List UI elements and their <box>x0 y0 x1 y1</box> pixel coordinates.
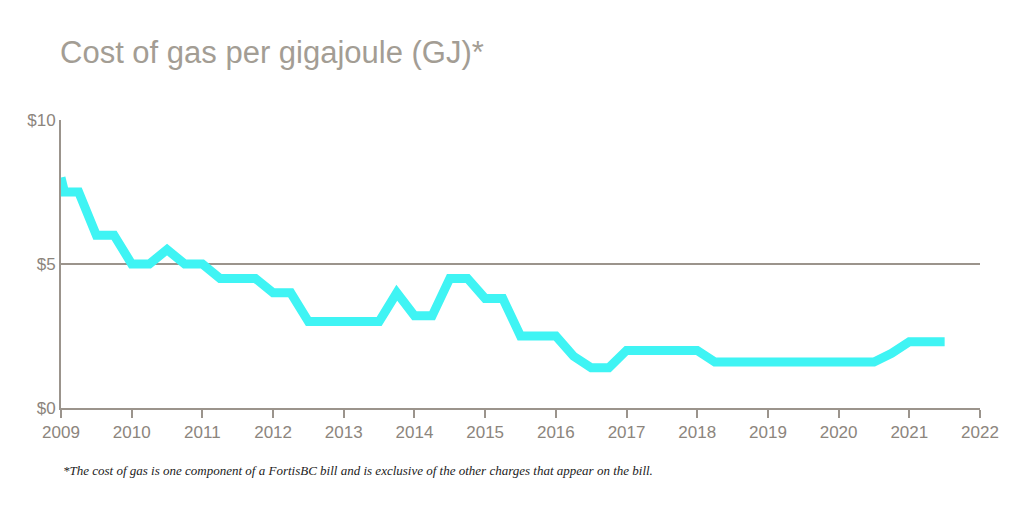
svg-text:2015: 2015 <box>466 423 504 442</box>
svg-text:2020: 2020 <box>820 423 858 442</box>
svg-text:2021: 2021 <box>890 423 928 442</box>
svg-text:$5: $5 <box>37 255 56 274</box>
svg-text:*The cost of gas is one compon: *The cost of gas is one component of a F… <box>63 463 653 478</box>
svg-text:$0: $0 <box>37 399 56 418</box>
svg-text:2022: 2022 <box>961 423 999 442</box>
svg-text:2010: 2010 <box>113 423 151 442</box>
svg-text:2017: 2017 <box>608 423 646 442</box>
svg-text:2011: 2011 <box>184 423 221 442</box>
svg-text:2014: 2014 <box>396 423 434 442</box>
svg-text:Cost of gas per gigajoule (GJ): Cost of gas per gigajoule (GJ)* <box>60 35 484 70</box>
svg-text:$10: $10 <box>27 111 55 130</box>
svg-text:2009: 2009 <box>42 423 80 442</box>
svg-text:2018: 2018 <box>678 423 716 442</box>
svg-text:2019: 2019 <box>749 423 787 442</box>
svg-text:2016: 2016 <box>537 423 575 442</box>
svg-text:2012: 2012 <box>254 423 292 442</box>
svg-text:2013: 2013 <box>325 423 363 442</box>
